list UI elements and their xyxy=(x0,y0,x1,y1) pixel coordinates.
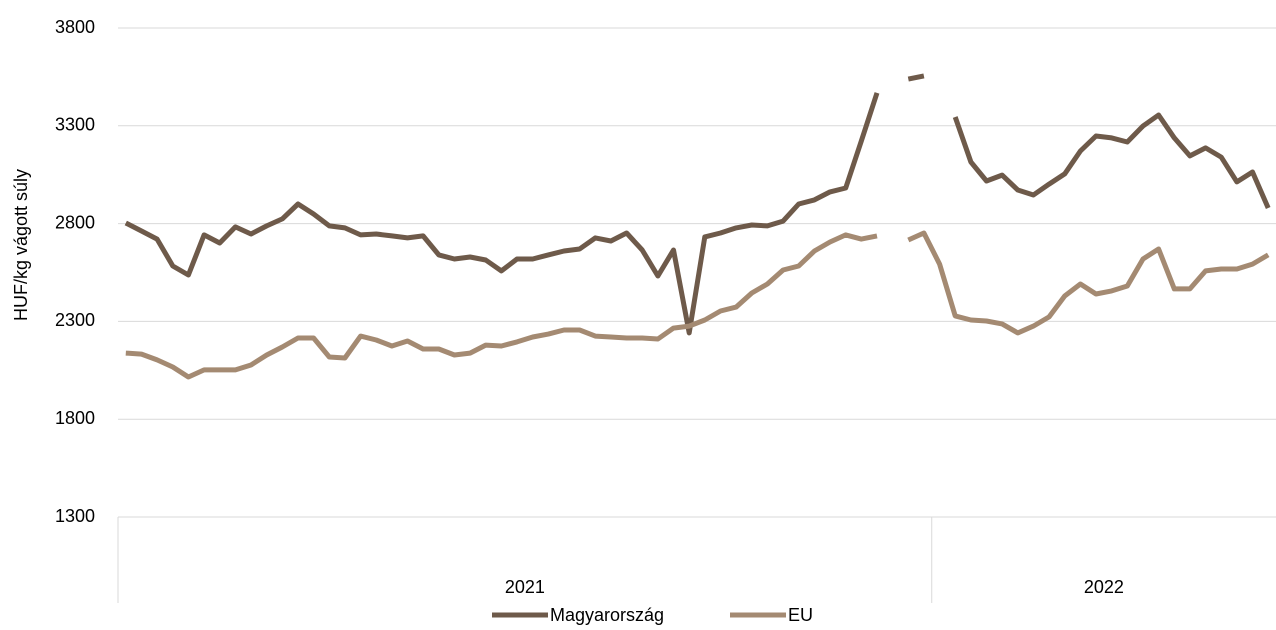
legend-label: EU xyxy=(788,605,813,625)
y-tick-label: 2800 xyxy=(55,212,95,232)
y-axis-title: HUF/kg vágott súly xyxy=(11,169,31,321)
y-tick-label: 2300 xyxy=(55,310,95,330)
line-series xyxy=(124,73,1271,336)
line-series xyxy=(125,230,1270,380)
x-group-label: 2021 xyxy=(505,577,545,597)
y-tick-label: 3300 xyxy=(55,115,95,135)
y-tick-label: 1800 xyxy=(55,408,95,428)
x-group-label: 2022 xyxy=(1084,577,1124,597)
y-tick-label: 1300 xyxy=(55,506,95,526)
y-tick-label: 3800 xyxy=(55,17,95,37)
legend-label: Magyarország xyxy=(550,605,664,625)
